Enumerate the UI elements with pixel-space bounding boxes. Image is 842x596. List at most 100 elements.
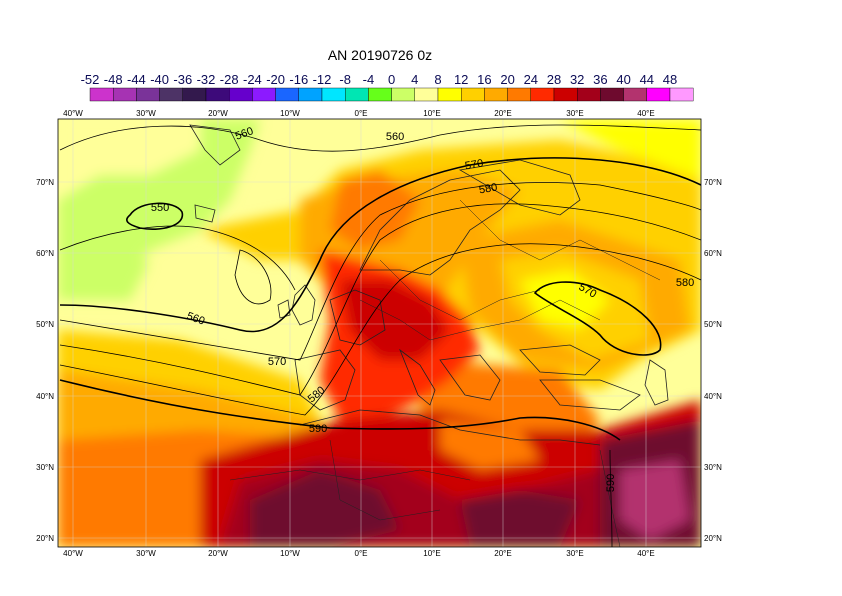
- contour-label: 580: [676, 277, 694, 289]
- contour-label-text: 570: [268, 356, 286, 368]
- legend-label: -4: [363, 72, 375, 87]
- contour-label-text: 580: [478, 181, 498, 196]
- legend-label: 44: [640, 72, 654, 87]
- legend-label: -52: [81, 72, 100, 87]
- lon-label: 20°W: [208, 549, 228, 558]
- lon-label: 40°E: [637, 109, 654, 118]
- map-title: AN 20190726 0z: [327, 47, 433, 63]
- lat-label: 20°N: [704, 534, 722, 543]
- legend-swatch: [136, 87, 160, 102]
- lat-label: 70°N: [704, 178, 722, 187]
- legend-swatch: [577, 87, 601, 102]
- legend-swatch: [89, 87, 114, 102]
- legend-label: -16: [289, 72, 308, 87]
- legend-label: 28: [547, 72, 561, 87]
- legend-swatch: [553, 87, 578, 102]
- legend-swatch: [228, 87, 253, 102]
- contour-label-text: 590: [309, 423, 327, 435]
- lon-label: 10°W: [280, 549, 300, 558]
- legend-label: 8: [434, 72, 441, 87]
- legend-label: -12: [313, 72, 332, 87]
- legend-labels: -52 -48 -44 -40 -36 -32 -28 -24 -20 -16 -12 -8 -4 0 4 8…: [81, 72, 678, 87]
- lon-label: 20°E: [494, 109, 511, 118]
- contour-label: 560: [234, 125, 255, 143]
- contour-label: 550: [151, 202, 169, 214]
- legend-label: -28: [220, 72, 239, 87]
- lat-label: 70°N: [36, 178, 54, 187]
- latitude-labels-right: 70°N 60°N 50°N 40°N 30°N 20°N: [704, 178, 722, 543]
- lat-label: 60°N: [704, 249, 722, 258]
- contour-label-text: 550: [151, 202, 169, 214]
- lon-label: 20°E: [494, 549, 511, 558]
- legend-label: 32: [570, 72, 584, 87]
- legend-label: 40: [616, 72, 630, 87]
- legend-swatch: [345, 87, 369, 102]
- legend-label: -8: [339, 72, 351, 87]
- lat-label: 50°N: [704, 320, 722, 329]
- legend-swatch: [298, 87, 323, 102]
- contour-label: 570: [268, 356, 286, 368]
- legend-swatch: [159, 87, 184, 102]
- contour-label-text: 560: [234, 125, 255, 143]
- lon-label: 0°E: [355, 549, 368, 558]
- lon-label: 0°E: [355, 109, 368, 118]
- legend-swatch: [461, 87, 485, 102]
- legend-label: 24: [524, 72, 538, 87]
- lon-label: 20°W: [208, 109, 228, 118]
- legend-swatch: [623, 87, 647, 102]
- legend-swatch: [182, 87, 207, 102]
- legend-color-bar: [89, 87, 694, 102]
- legend-swatch: [530, 87, 555, 102]
- legend-swatch: [275, 87, 300, 102]
- lat-label: 30°N: [704, 463, 722, 472]
- contour-label: 580: [478, 181, 498, 196]
- contour-label: 560: [386, 131, 404, 143]
- contour-label-text: 590: [605, 474, 617, 492]
- lon-label: 10°E: [423, 549, 440, 558]
- legend-label: -44: [127, 72, 146, 87]
- legend-swatch: [669, 87, 694, 102]
- legend-label: -40: [150, 72, 169, 87]
- legend-label: 48: [663, 72, 677, 87]
- map-frame: [57, 118, 702, 548]
- lon-label: 40°W: [63, 549, 83, 558]
- legend-label: 0: [388, 72, 395, 87]
- legend-swatch: [321, 87, 346, 102]
- contour-label: 590: [605, 474, 617, 492]
- legend-swatch: [600, 87, 624, 102]
- legend-swatch: [368, 87, 392, 102]
- lon-label: 10°E: [423, 109, 440, 118]
- legend-swatch: [437, 87, 462, 102]
- contour-label-text: 580: [676, 277, 694, 289]
- legend-label: 20: [500, 72, 514, 87]
- lon-label: 30°W: [136, 109, 156, 118]
- legend-swatch: [391, 87, 416, 102]
- legend-swatch: [252, 87, 276, 102]
- longitude-labels-bottom: 40°W 30°W 20°W 10°W 0°E 10°E 20°E 30°E 40°E: [63, 549, 655, 558]
- graticule: [58, 119, 701, 547]
- coastlines: [189, 124, 669, 547]
- latitude-labels-left: 70°N 60°N 50°N 40°N 30°N 20°N: [36, 178, 54, 543]
- lon-label: 40°E: [637, 549, 654, 558]
- legend-label: -36: [173, 72, 192, 87]
- legend-label: 16: [477, 72, 491, 87]
- legend-label: 36: [593, 72, 607, 87]
- lat-label: 30°N: [36, 463, 54, 472]
- height-contours: [59, 124, 701, 547]
- lat-label: 40°N: [704, 392, 722, 401]
- legend-label: -32: [197, 72, 216, 87]
- lat-label: 50°N: [36, 320, 54, 329]
- lat-label: 20°N: [36, 534, 54, 543]
- contour-label-text: 560: [386, 131, 404, 143]
- lat-label: 40°N: [36, 392, 54, 401]
- legend-label: -24: [243, 72, 262, 87]
- lon-label: 30°W: [136, 549, 156, 558]
- lon-label: 40°W: [63, 109, 83, 118]
- lon-label: 10°W: [280, 109, 300, 118]
- legend-label: -48: [104, 72, 123, 87]
- contour-label: 570: [464, 157, 484, 172]
- legend-swatch: [646, 87, 671, 102]
